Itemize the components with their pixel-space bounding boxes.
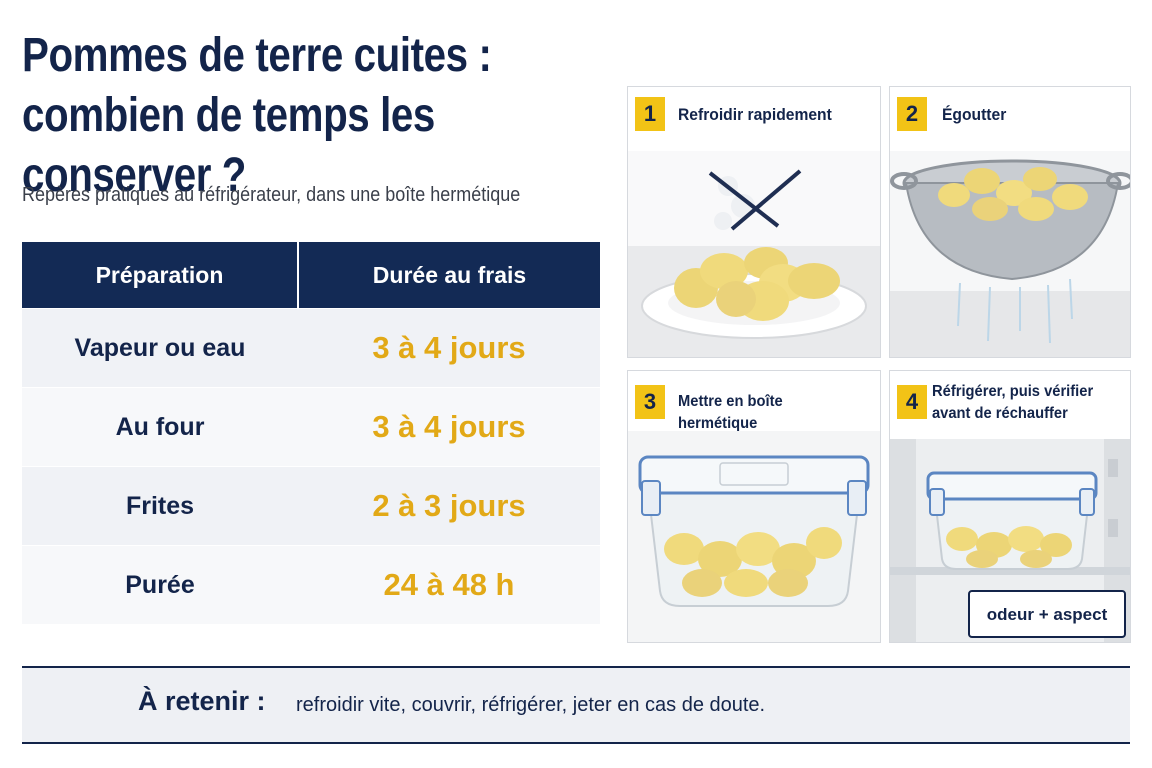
- step-4-label: Réfrigérer, puis vérifier avant de récha…: [932, 381, 1093, 425]
- page-title: Pommes de terre cuites : combien de temp…: [22, 26, 526, 206]
- table-row: Purée 24 à 48 h: [22, 545, 600, 624]
- duration-cell: 3 à 4 jours: [298, 308, 600, 388]
- table-row: Vapeur ou eau 3 à 4 jours: [22, 308, 600, 388]
- step-3-badge: 3: [635, 385, 665, 419]
- step-4-label-line-2: avant de réchauffer: [932, 405, 1068, 422]
- preparation-cell: Vapeur ou eau: [22, 308, 298, 388]
- duration-cell: 2 à 3 jours: [298, 466, 600, 546]
- step-1-card: 1 Refroidir rapidement: [627, 86, 881, 358]
- storage-duration-table: Préparation Durée au frais Vapeur ou eau…: [22, 242, 600, 624]
- step-4-badge: 4: [897, 385, 927, 419]
- column-header-preparation: Préparation: [22, 242, 298, 309]
- step-2-badge: 2: [897, 97, 927, 131]
- key-takeaway-text: refroidir vite, couvrir, réfrigérer, jet…: [296, 694, 766, 716]
- page-subtitle: Repères pratiques au réfrigérateur, dans…: [22, 184, 521, 206]
- title-line-2: combien de temps les conserver ?: [22, 89, 435, 202]
- step-4-card: 4 Réfrigérer, puis vérifier avant de réc…: [889, 370, 1131, 643]
- preparation-cell: Purée: [22, 545, 298, 624]
- table-row: Au four 3 à 4 jours: [22, 387, 600, 467]
- table-header-row: Préparation Durée au frais: [22, 242, 600, 309]
- step-2-label: Égoutter: [942, 105, 1007, 124]
- preparation-cell: Au four: [22, 387, 298, 467]
- cooling-potatoes-plate-icon: [628, 151, 880, 357]
- airtight-container-icon: [628, 431, 880, 642]
- key-takeaway-label: À retenir :: [138, 686, 266, 716]
- step-1-label: Refroidir rapidement: [678, 105, 832, 124]
- duration-cell: 24 à 48 h: [298, 545, 600, 624]
- colander-potatoes-icon: [890, 151, 1130, 357]
- key-takeaway-bar: À retenir : refroidir vite, couvrir, réf…: [22, 666, 1130, 744]
- check-smell-appearance-badge: odeur + aspect: [968, 590, 1126, 638]
- step-1-badge: 1: [635, 97, 665, 131]
- preparation-cell: Frites: [22, 466, 298, 546]
- title-line-1: Pommes de terre cuites :: [22, 29, 492, 82]
- duration-cell: 3 à 4 jours: [298, 387, 600, 467]
- table-row: Frites 2 à 3 jours: [22, 466, 600, 546]
- step-2-card: 2 Égoutter: [889, 86, 1131, 358]
- step-4-label-line-1: Réfrigérer, puis vérifier: [932, 383, 1094, 400]
- step-3-card: 3 Mettre en boîte hermétique: [627, 370, 881, 643]
- step-3-label: Mettre en boîte hermétique: [678, 393, 783, 432]
- column-header-duration: Durée au frais: [297, 242, 600, 309]
